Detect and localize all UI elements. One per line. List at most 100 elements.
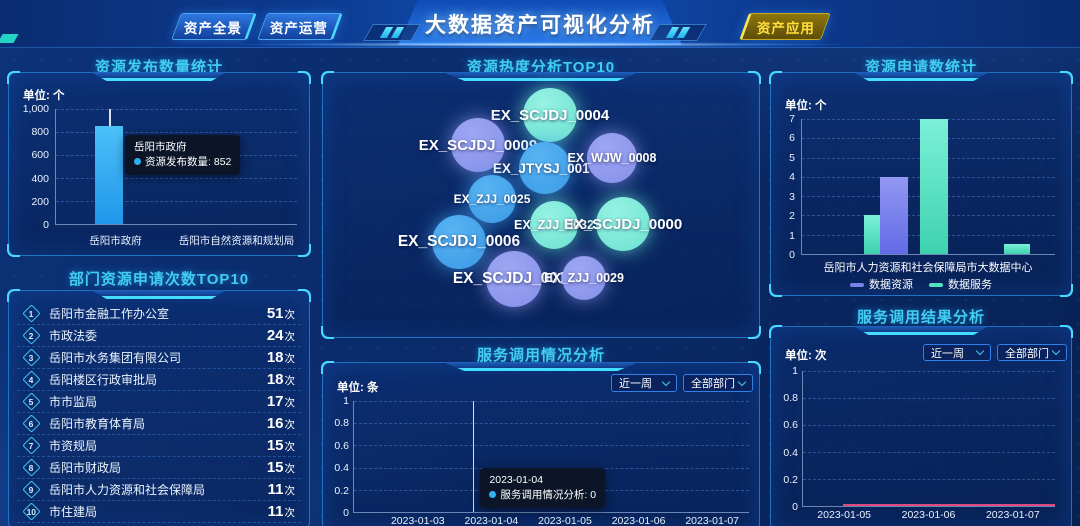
light-streak (240, 42, 840, 47)
rank-badge: 7 (22, 436, 41, 455)
legend-swatch (850, 283, 864, 288)
legend-item-data-service[interactable]: 数据服务 (929, 276, 992, 292)
rank-badge: 3 (22, 348, 41, 367)
department-name: 岳阳市人力资源和社会保障局 (49, 483, 206, 497)
page-title: 大数据资产可视化分析 (425, 14, 655, 37)
legend-swatch (929, 283, 943, 288)
bar-publish-count[interactable] (95, 126, 124, 224)
panel-title-heat: 资源热度分析TOP10 (466, 59, 616, 76)
series-dot-icon (134, 158, 142, 165)
bubble-resource[interactable]: EX_SCJDJ_0000 (564, 197, 682, 251)
header-bar: 资产全景 资产运营 大数据资产可视化分析 资产应用 (0, 0, 1080, 48)
list-item: 10 市住建局 11 次 (17, 501, 301, 523)
x-axis-labels: 2023-01-03 2023-01-04 2023-01-05 2023-01-0… (390, 515, 740, 526)
panel-title-call: 服务调用情况分析 (476, 347, 605, 364)
title-banner (398, 0, 682, 45)
y-axis-ticks: 1 0.8 0.6 0.4 0.2 0 (783, 365, 798, 513)
plot-area (802, 371, 1055, 507)
panel-notch (91, 72, 227, 81)
request-count: 18 次 (266, 371, 295, 388)
department-name: 市市监局 (49, 395, 98, 409)
tooltip-title: 岳阳市政府 (134, 141, 187, 153)
tab-label: 资产应用 (757, 20, 815, 36)
corner-accent (7, 244, 20, 257)
tab-asset-overview[interactable]: 资产全景 (171, 13, 257, 40)
panel-title-publish: 资源发布数量统计 (94, 59, 223, 76)
gridline (56, 201, 297, 202)
x-axis-labels: 岳阳市人力资源和社会保障局 市大数据中心 (823, 262, 1033, 274)
bubble-resource[interactable]: EX_ZJJ_0032 (514, 201, 594, 249)
chevron-down-icon (737, 377, 747, 386)
rank-badge: 9 (22, 480, 41, 499)
panel-notch (91, 290, 227, 299)
list-item: 9 岳阳市人力资源和社会保障局 11 次 (17, 479, 301, 501)
panel-title-result: 服务调用结果分析 (856, 309, 985, 326)
rank-badge: 10 (22, 502, 41, 521)
x-axis-labels: 2023-01-05 2023-01-06 2023-01-07 (817, 509, 1040, 521)
request-count: 51 次 (266, 305, 295, 322)
chart-legend: 数据资源 数据服务 (771, 276, 1071, 292)
unit-label: 单位: 次 (785, 350, 827, 362)
list-item: 3 岳阳市水务集团有限公司 18 次 (17, 347, 301, 369)
bubble-resource[interactable]: EX_SCJDJ_0010 (453, 251, 575, 307)
corner-accent (298, 244, 311, 257)
panel-call-chart: 单位: 条 近一周 全部部门 1 0.8 0.6 0.4 0.2 0 2023-01-… (321, 361, 761, 526)
bubble-resource[interactable]: EX_ZJJ_0029 (544, 256, 624, 300)
corner-accent (748, 361, 761, 374)
request-count: 11 次 (267, 503, 295, 520)
corner-accent (7, 71, 20, 84)
list-item: 5 市市监局 17 次 (17, 391, 301, 413)
request-count: 15 次 (266, 437, 295, 454)
chevron-down-icon (661, 377, 671, 386)
tab-asset-operation[interactable]: 资产运营 (257, 13, 343, 40)
panel-result-chart: 单位: 次 近一周 全部部门 1 0.8 0.6 0.4 0.2 0 2023-01-… (769, 325, 1073, 526)
rank-badge: 1 (22, 304, 41, 323)
department-select[interactable]: 全部部门 (997, 344, 1067, 361)
slash-decoration-right (649, 24, 707, 41)
tooltip-title: 2023-01-04 (489, 474, 544, 486)
bubble-resource[interactable]: EX_SCJDJ_0009 (419, 118, 537, 172)
panel-title-top10: 部门资源申请次数TOP10 (68, 271, 250, 288)
gridline (354, 445, 749, 447)
tooltip: 岳阳市政府 资源发布数量: 852 (125, 135, 241, 175)
gridline (803, 479, 1055, 480)
request-count: 18 次 (266, 349, 295, 366)
bubble-resource[interactable]: EX_ZJJ_0025 (454, 175, 530, 223)
department-select[interactable]: 全部部门 (683, 374, 753, 392)
bubble-resource[interactable]: EX_WJW_0008 (568, 133, 656, 183)
bar-data-service[interactable] (1004, 244, 1030, 254)
department-name: 市住建局 (49, 505, 98, 519)
bar-data-service[interactable] (920, 119, 948, 254)
panel-publish-chart: 单位: 个 1,000 800 600 400 200 0 岳阳市政府 资源发布数量:… (7, 71, 311, 257)
department-name: 市政法委 (49, 329, 98, 343)
list-item: 1 岳阳市金融工作办公室 51 次 (17, 303, 301, 325)
tab-asset-application[interactable]: 资产应用 (739, 13, 831, 40)
panel-title-apply: 资源申请数统计 (864, 59, 977, 76)
gridline (803, 425, 1055, 426)
corner-accent (321, 326, 334, 339)
bubble-resource[interactable]: EX_SCJDJ_0004 (491, 88, 609, 142)
result-line-series[interactable] (843, 504, 1055, 506)
corner-accent (748, 326, 761, 339)
rank-badge: 2 (22, 326, 41, 345)
chevron-down-icon (1051, 346, 1061, 356)
gridline (56, 178, 297, 179)
edge-accent-shape (0, 34, 19, 43)
panel-top10-list: 1 岳阳市金融工作办公室 51 次 2 市政法委 24 次 3 岳阳市水务集团有限公… (7, 289, 311, 526)
corner-accent (1060, 284, 1073, 297)
bar-data-resource[interactable] (880, 176, 908, 254)
request-count: 24 次 (266, 327, 295, 344)
list-item: 8 岳阳市财政局 15 次 (17, 457, 301, 479)
legend-item-data-resource[interactable]: 数据资源 (850, 276, 913, 292)
unit-label: 单位: 个 (23, 90, 65, 102)
y-axis-ticks: 1,000 800 600 400 200 0 (22, 103, 49, 231)
tooltip-value: 服务调用情况分析: 0 (489, 488, 596, 503)
panel-notch (442, 72, 640, 81)
time-range-select[interactable]: 近一周 (611, 374, 677, 392)
bubble-resource[interactable]: EX_SCJDJ_0006 (398, 215, 520, 269)
bubble-resource[interactable]: EX_JTYSJ_0010 (493, 142, 597, 194)
time-range-select[interactable]: 近一周 (923, 344, 991, 361)
